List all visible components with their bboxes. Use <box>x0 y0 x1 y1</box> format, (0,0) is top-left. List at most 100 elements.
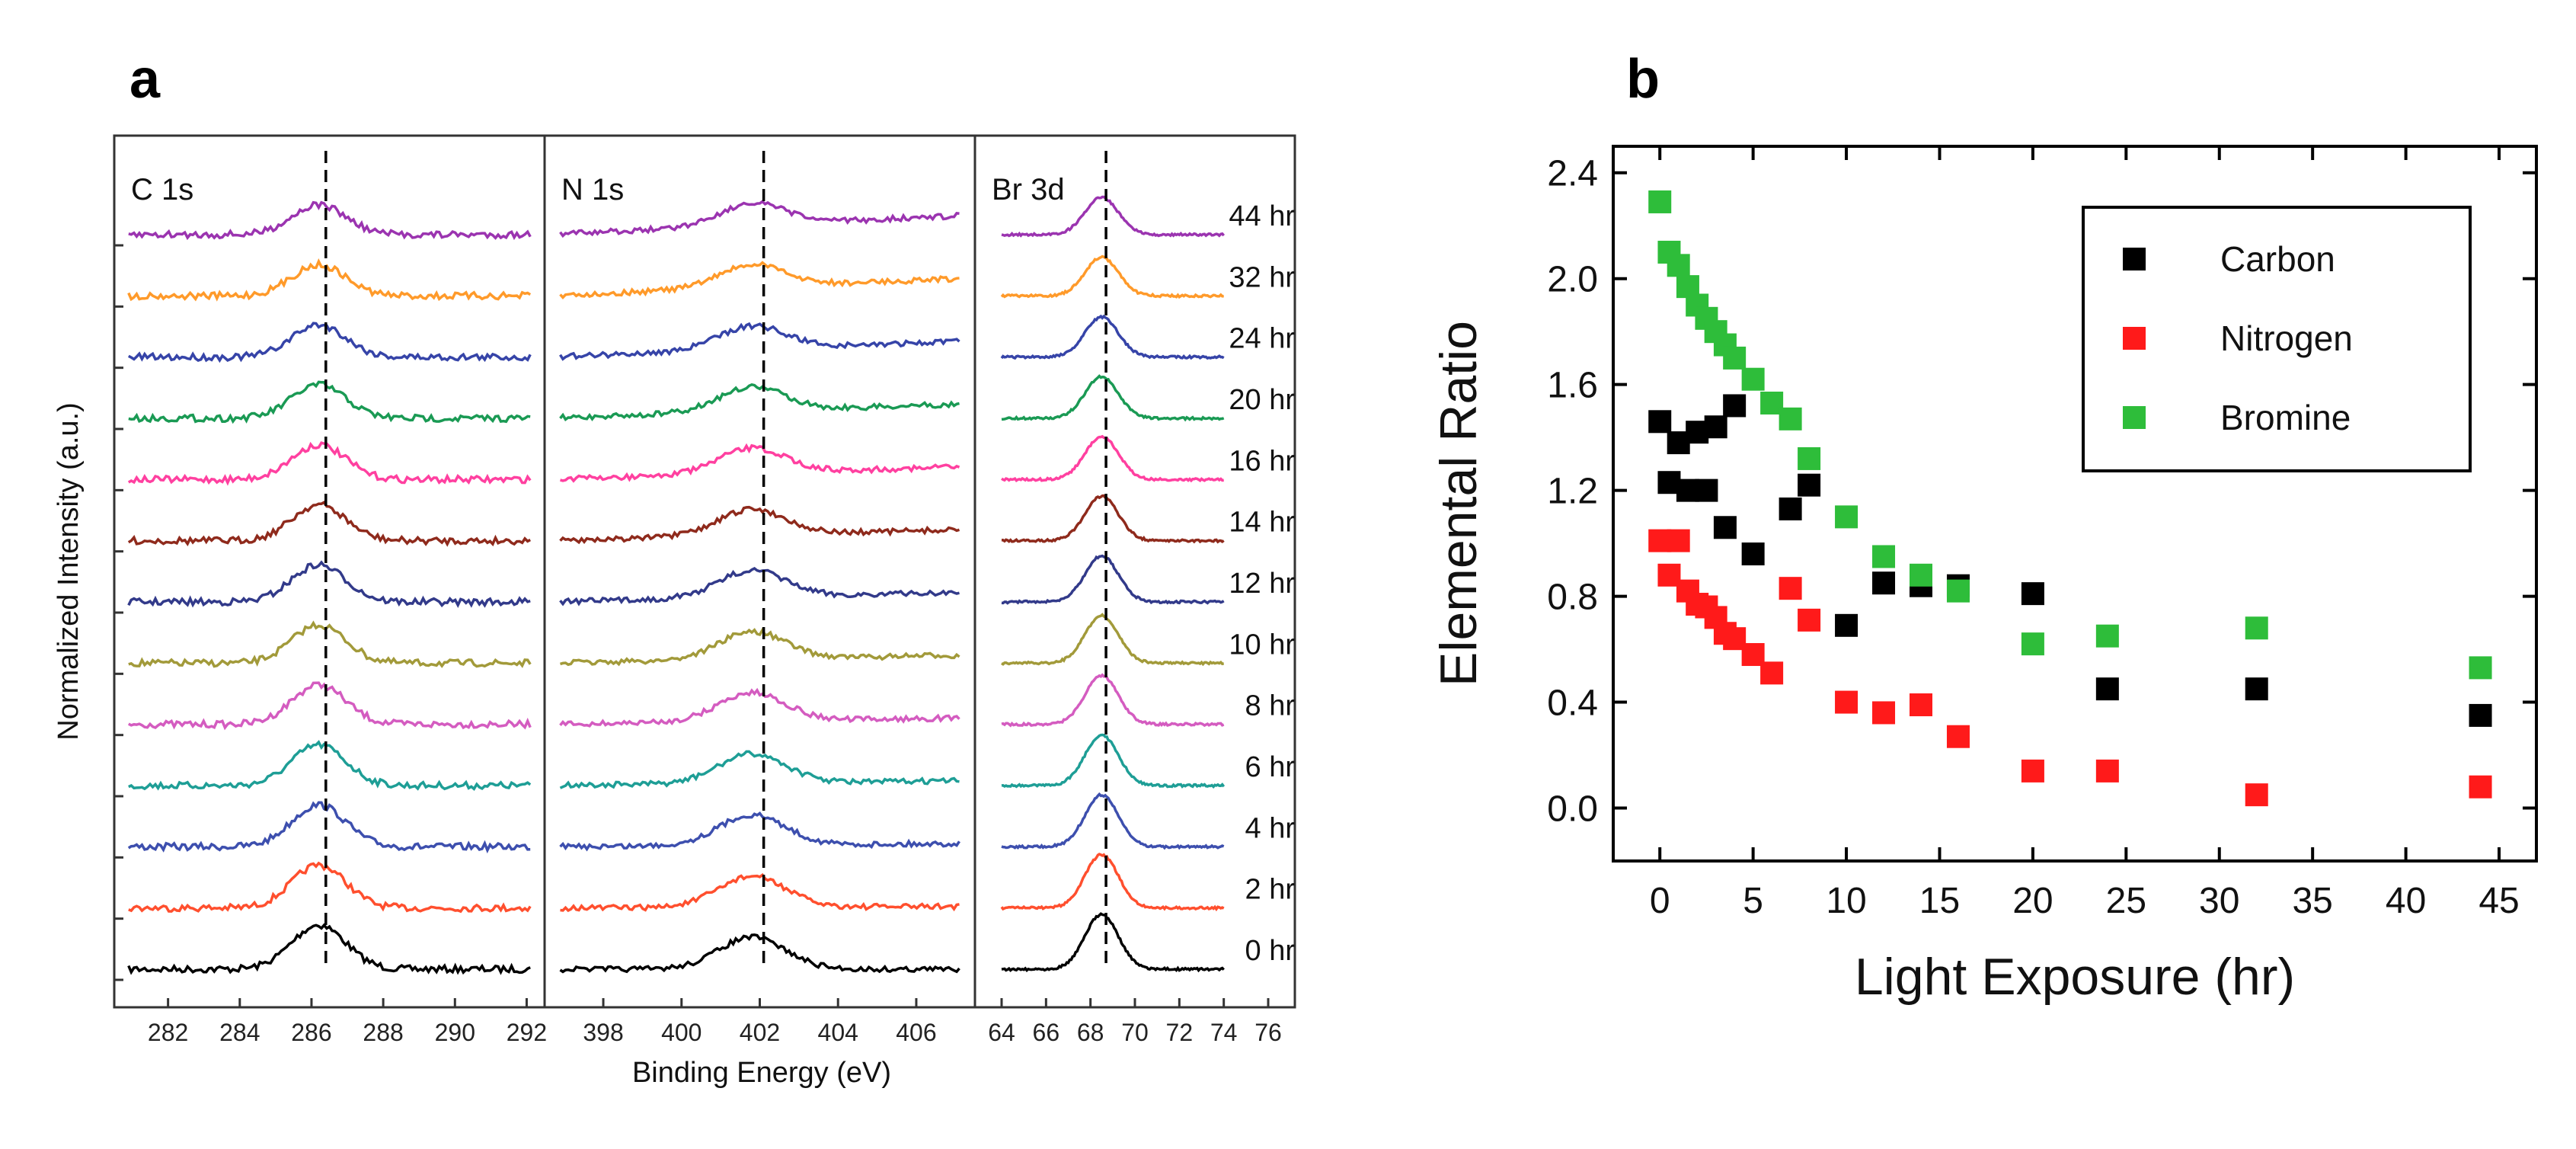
bromine-point <box>2095 624 2119 648</box>
series-label-32-hr: 32 hr <box>1229 261 1295 293</box>
spectrum-trace-12-hr <box>1001 554 1225 605</box>
x-tick-label: 400 <box>661 1019 702 1046</box>
series-label-10-hr: 10 hr <box>1229 629 1295 661</box>
x-tick-label: 45 <box>2479 881 2519 921</box>
nitrogen-point <box>1779 577 1802 600</box>
spectrum-trace-10-hr <box>560 627 960 667</box>
legend-label-nitrogen: Nitrogen <box>2220 318 2353 358</box>
carbon-point <box>1779 497 1802 520</box>
x-axis-title: Light Exposure (hr) <box>1855 948 2295 1006</box>
bromine-point <box>1946 579 1970 603</box>
spectrum-trace-44-hr <box>128 200 532 241</box>
x-tick-label: 0 <box>1650 881 1670 921</box>
spectrum-trace-16-hr <box>127 441 532 486</box>
x-tick-label: 292 <box>507 1019 547 1046</box>
y-tick-label: 1.6 <box>1547 366 1598 406</box>
x-tick-label: 5 <box>1743 881 1763 921</box>
bromine-point <box>1667 254 1690 277</box>
spectrum-trace-32-hr <box>559 261 960 299</box>
x-tick-label: 66 <box>1033 1019 1060 1046</box>
series-nitrogen <box>1648 529 2492 807</box>
carbon-point <box>1713 516 1737 539</box>
spectrum-trace-20-hr <box>128 380 531 424</box>
series-label-2-hr: 2 hr <box>1245 874 1296 906</box>
series-label-8-hr: 8 hr <box>1245 690 1296 722</box>
carbon-point <box>2245 677 2268 701</box>
legend-label-carbon: Carbon <box>2220 239 2335 279</box>
series-bromine <box>1648 190 2492 680</box>
y-tick-label: 2.0 <box>1547 260 1598 300</box>
nitrogen-point <box>1798 608 1821 632</box>
x-tick-label: 398 <box>583 1019 623 1046</box>
spectrum-trace-8-hr <box>1001 673 1225 728</box>
series-label-4-hr: 4 hr <box>1245 812 1296 844</box>
y-tick-label: 0.4 <box>1547 683 1598 724</box>
bromine-point <box>1910 563 1932 587</box>
nitrogen-point <box>1667 529 1690 552</box>
y-axis-title: Normalized Intensity (a.u.) <box>53 402 85 741</box>
nitrogen-point <box>2469 775 2492 799</box>
x-tick-label: 286 <box>291 1019 331 1046</box>
series-label-0-hr: 0 hr <box>1245 935 1296 967</box>
spectrum-trace-12-hr <box>559 566 960 607</box>
y-axis-title: Elemental Ratio <box>1430 321 1488 687</box>
spectrum-trace-0-hr <box>1001 912 1225 973</box>
spectrum-trace-2-hr <box>560 872 960 913</box>
x-tick-label: 15 <box>1919 881 1960 921</box>
subpanel-label-n-1s: N 1s <box>561 173 624 206</box>
series-label-6-hr: 6 hr <box>1245 751 1296 783</box>
bromine-point <box>1872 545 1896 568</box>
x-tick-label: 290 <box>435 1019 475 1046</box>
subpanel-label-c-1s: C 1s <box>131 173 193 206</box>
carbon-point <box>1704 415 1727 439</box>
spectrum-trace-10-hr <box>128 620 532 668</box>
x-tick-label: 10 <box>1826 881 1866 921</box>
x-tick-label: 20 <box>2012 881 2053 921</box>
spectrum-trace-10-hr <box>1001 613 1224 667</box>
spectrum-trace-8-hr <box>559 687 960 728</box>
panel-letter-a: a <box>129 49 161 110</box>
spectrum-trace-12-hr <box>127 560 531 609</box>
nitrogen-point <box>1835 690 1858 714</box>
plot-frame <box>1612 145 2538 863</box>
x-tick-label: 30 <box>2199 881 2239 921</box>
spectrum-trace-32-hr <box>127 258 532 302</box>
spectrum-trace-14-hr <box>1001 494 1225 544</box>
spectrum-trace-44-hr <box>559 200 960 238</box>
series-label-14-hr: 14 hr <box>1229 507 1295 539</box>
spectrum-trace-4-hr <box>127 801 531 854</box>
spectrum-trace-16-hr <box>1001 434 1224 483</box>
x-tick-label: 406 <box>896 1019 936 1046</box>
legend: Carbon Nitrogen Bromine <box>2082 206 2472 472</box>
legend-label-bromine: Bromine <box>2220 398 2351 437</box>
bromine-point <box>1798 446 1821 470</box>
x-tick-label: 40 <box>2386 881 2426 921</box>
carbon-point <box>1798 473 1821 497</box>
legend-marker-nitrogen <box>2123 327 2146 350</box>
bromine-point <box>2245 616 2268 640</box>
x-tick-label: 25 <box>2106 881 2146 921</box>
x-tick-label: 282 <box>148 1019 188 1046</box>
y-tick-label: 1.2 <box>1547 472 1598 512</box>
spectrum-trace-24-hr <box>127 322 532 363</box>
nitrogen-point <box>2095 759 2119 783</box>
nitrogen-point <box>1872 701 1896 725</box>
nitrogen-point <box>1760 661 1784 685</box>
x-tick-label: 402 <box>740 1019 780 1046</box>
spectrum-trace-16-hr <box>560 443 960 483</box>
carbon-point <box>2095 677 2119 701</box>
x-tick-label: 404 <box>818 1019 858 1046</box>
y-tick-label: 0.8 <box>1547 578 1598 618</box>
carbon-point <box>1723 394 1747 418</box>
xps-spectra-panel: 282 284 286 288 290 292 C 1s 398 400 402 404 406 N 1… <box>53 134 1296 1089</box>
carbon-point <box>1835 613 1858 637</box>
spectrum-trace-0-hr <box>127 923 531 975</box>
subpanel-label-br-3d: Br 3d <box>992 173 1065 206</box>
x-tick-label: 72 <box>1166 1019 1194 1046</box>
spectra-subpanel-c-1s: 282 284 286 288 290 292 C 1s <box>113 134 547 1046</box>
spectrum-trace-14-hr <box>559 505 960 545</box>
x-tick-label: 76 <box>1254 1019 1282 1046</box>
spectrum-trace-32-hr <box>1000 254 1224 299</box>
bromine-point <box>2021 632 2044 656</box>
